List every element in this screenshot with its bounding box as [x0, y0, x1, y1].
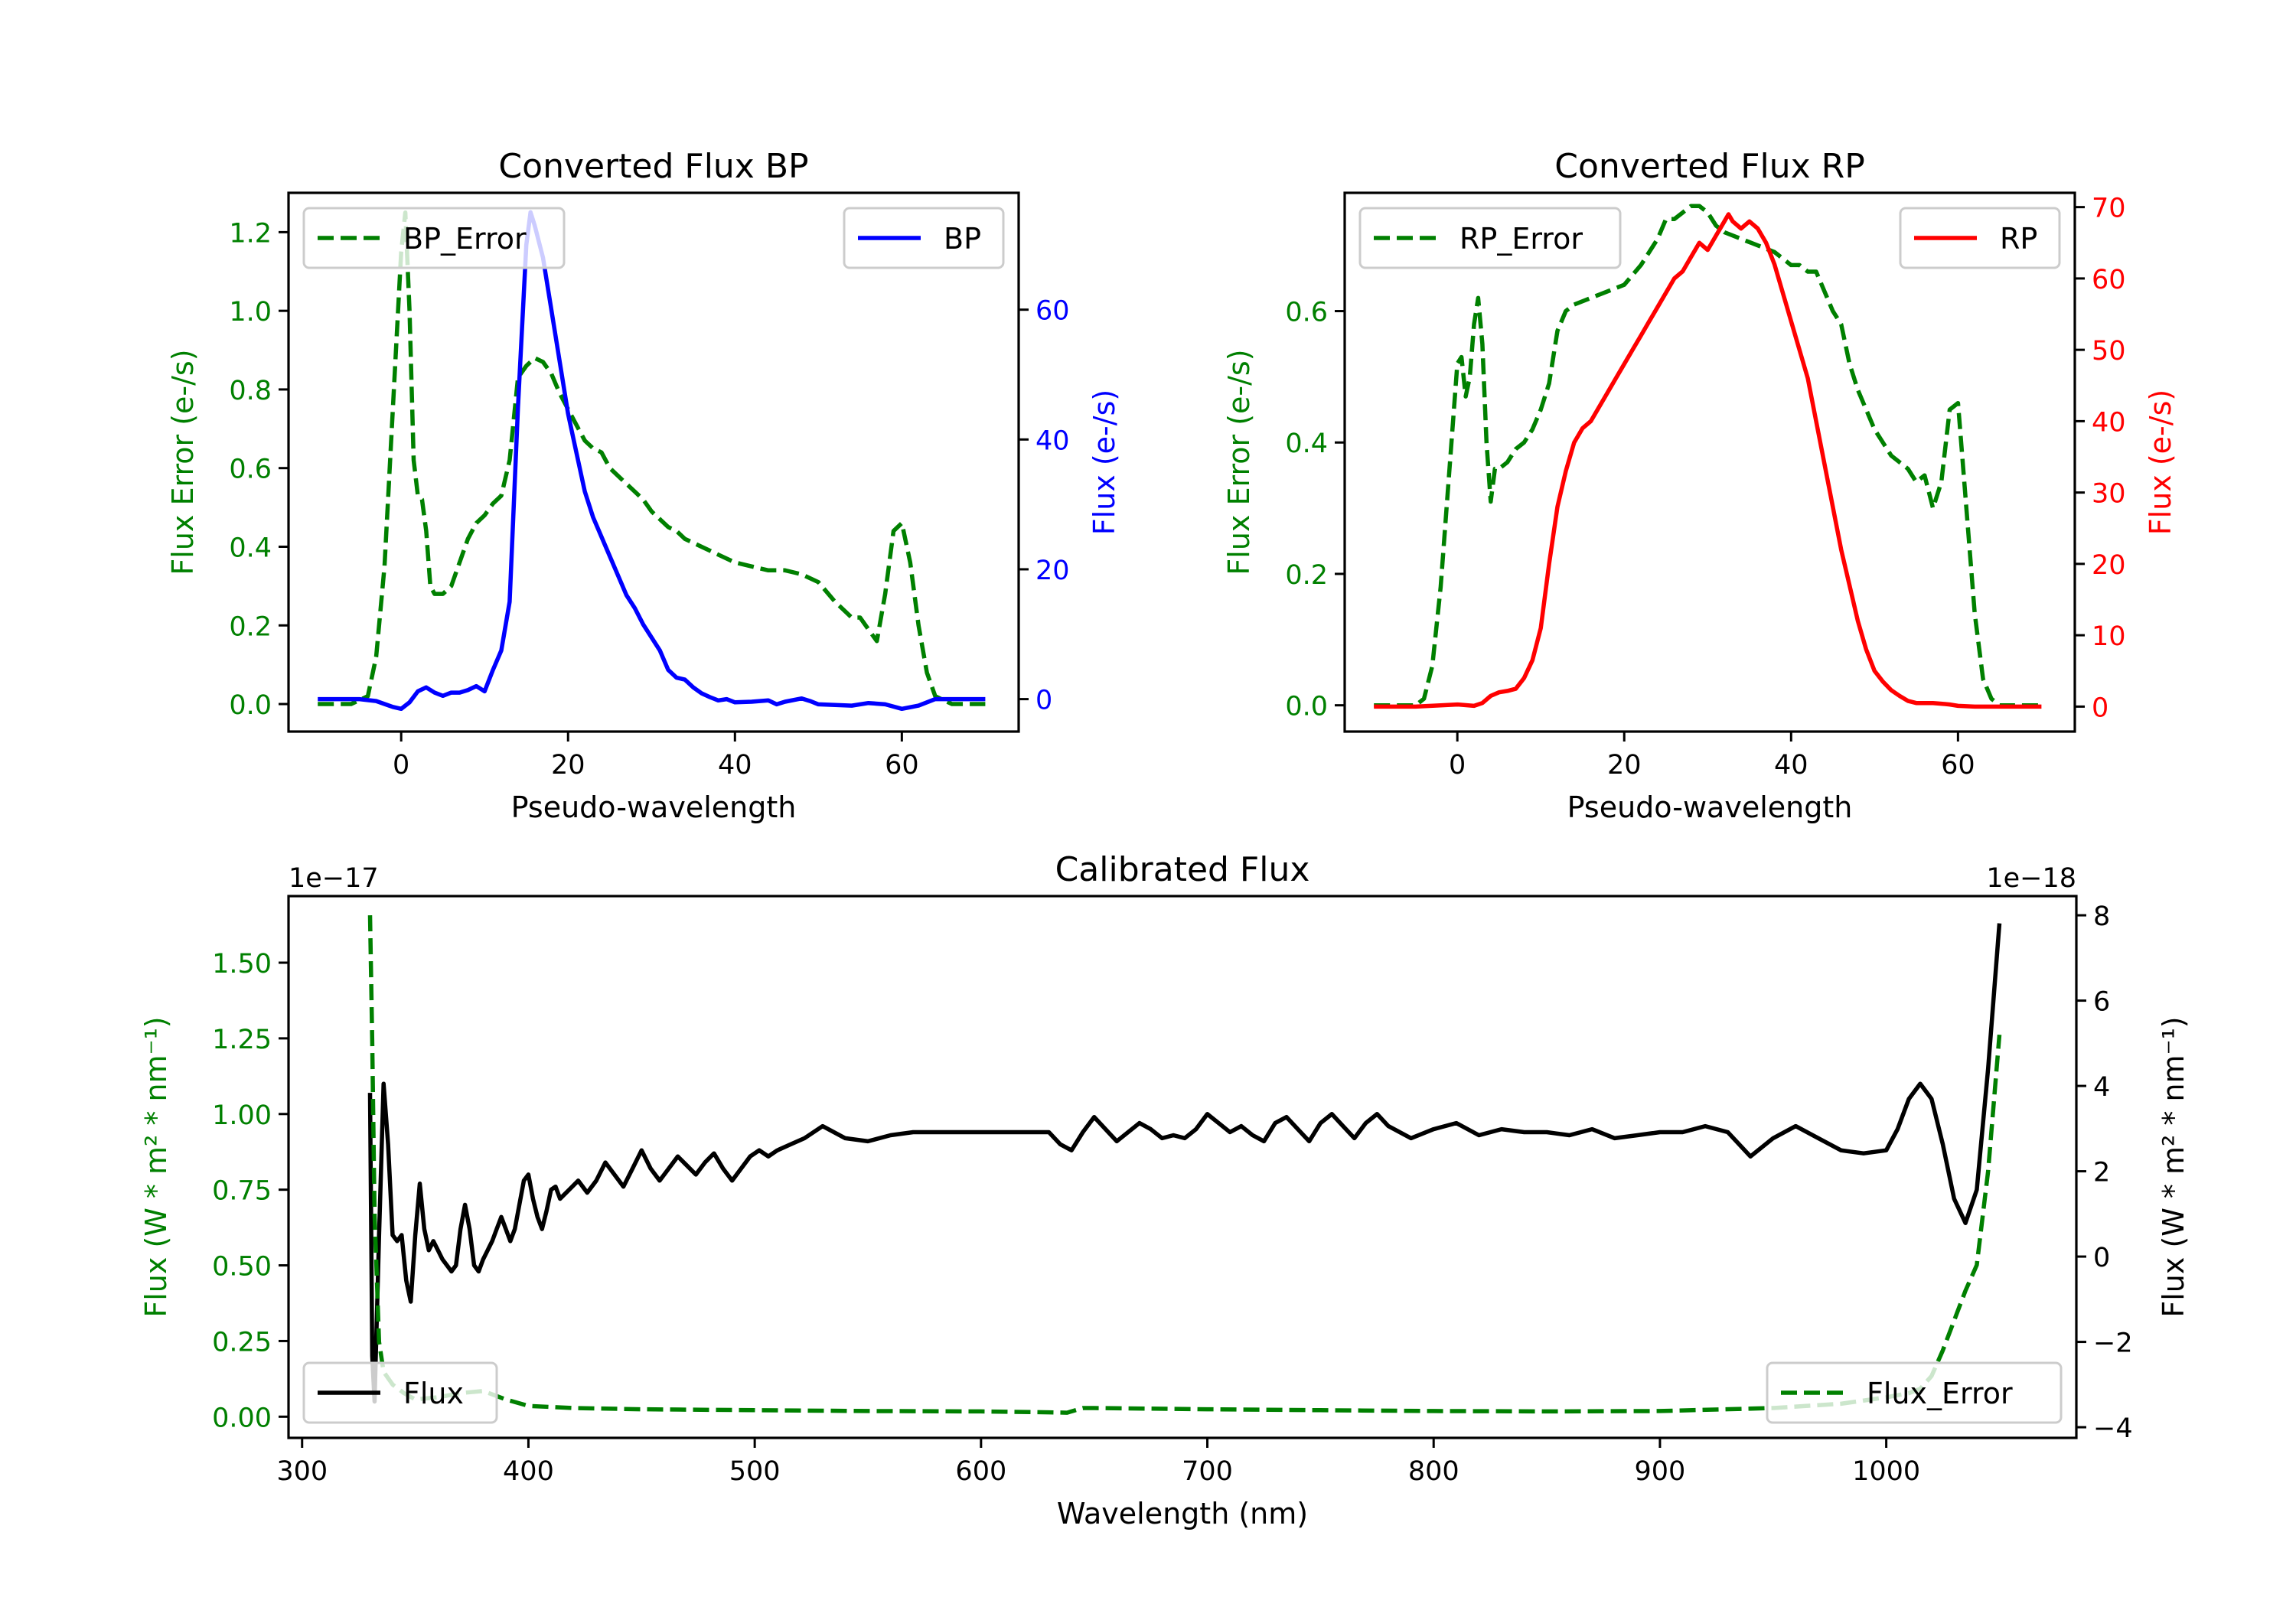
y-tick-label-left: 0.6: [229, 455, 272, 485]
x-tick-label: 900: [1635, 1456, 1686, 1487]
chart-rp: 0 20 40 60 0.0 0.2 0.4 0.6 0 10 20 30 40 50 60 70 Conver…: [1222, 147, 2177, 824]
axes-frame: [287, 191, 1020, 733]
y-axis-label-right: Flux (e-/s): [1088, 390, 1121, 535]
y-tick-label-left: 0.75: [212, 1176, 272, 1207]
series-line-bp: [318, 210, 986, 712]
legend-box: [302, 1361, 498, 1424]
chart-calibrated: 300 400 500 600 700 800 900 1000 0.00 0.25 0.50 0.7…: [139, 850, 2190, 1530]
legend-label: Flux: [403, 1377, 464, 1410]
y-tick-label-right: 8: [2093, 901, 2110, 932]
legend-left: BP_Error: [302, 207, 566, 269]
x-tick-label: 400: [503, 1456, 554, 1487]
y-axis-label-left: Flux (W * m² * nm⁻¹): [139, 1016, 173, 1317]
y-tick-label-left: 0.25: [212, 1327, 272, 1358]
y-axis-label-left: Flux Error (e-/s): [166, 349, 200, 575]
series-line-rp-error: [1374, 204, 2042, 708]
y-tick-label-left: 1.2: [229, 218, 272, 249]
x-tick-label: 60: [885, 750, 919, 781]
y-axis-label-left: Flux Error (e-/s): [1222, 349, 1256, 575]
y-tick-label-right: 0: [2093, 1243, 2110, 1273]
x-tick-label: 800: [1408, 1456, 1459, 1487]
y-tick-label-left: 0.4: [229, 533, 272, 563]
series-line-flux-error: [367, 915, 2002, 1415]
y-tick-label-left: 0.50: [212, 1252, 272, 1283]
x-tick-label: 40: [1774, 750, 1808, 781]
y-axis-label-right: Flux (e-/s): [2144, 390, 2177, 535]
y-tick-label-right: 60: [1035, 296, 1070, 327]
y-tick-label-left: 1.00: [212, 1100, 272, 1131]
x-tick-label: 20: [551, 750, 585, 781]
x-tick-label: 600: [955, 1456, 1006, 1487]
y-tick-label-left: 0.00: [212, 1403, 272, 1433]
legend-right: BP: [843, 207, 1005, 269]
y-tick-label-left: 1.50: [212, 949, 272, 980]
y-tick-label-left: 0.2: [229, 611, 272, 642]
y-tick-label-left: 0.4: [1285, 429, 1328, 459]
x-tick-label: 500: [729, 1456, 781, 1487]
x-tick-label: 60: [1941, 750, 1975, 781]
x-tick-label: 0: [1449, 750, 1466, 781]
x-tick-label: 20: [1607, 750, 1642, 781]
legend-label: RP: [2000, 222, 2037, 256]
axes-frame: [1343, 191, 2076, 733]
y-tick-label-right: 6: [2093, 987, 2110, 1018]
y-tick-label-left: 0.2: [1285, 560, 1328, 591]
y-tick-label-right: 0: [1035, 686, 1052, 716]
offset-text-right: 1e−18: [1986, 863, 2076, 894]
legend-right: Flux_Error: [1766, 1361, 2063, 1424]
legend-box: [1899, 207, 2061, 269]
x-axis-label: Pseudo-wavelength: [1567, 790, 1853, 824]
x-tick-label: 0: [393, 750, 409, 781]
offset-text-left: 1e−17: [289, 863, 379, 894]
series-line-rp: [1374, 212, 2042, 709]
y-tick-label-right: 2: [2093, 1158, 2110, 1188]
axes-frame: [287, 895, 2078, 1439]
chart-title: Calibrated Flux: [1055, 850, 1310, 889]
y-tick-label-right: 50: [2092, 336, 2126, 367]
legend-right: RP: [1899, 207, 2061, 269]
legend-box: [302, 207, 566, 269]
y-tick-label-left: 0.6: [1285, 298, 1328, 328]
y-tick-label-right: 10: [2092, 621, 2126, 652]
legend-box: [1358, 207, 1622, 269]
y-tick-label-left: 0.8: [229, 376, 272, 406]
y-axis-label-right: Flux (W * m² * nm⁻¹): [2157, 1016, 2190, 1317]
y-tick-label-right: 60: [2092, 265, 2126, 295]
y-tick-label-right: −4: [2093, 1413, 2133, 1444]
legend-label: Flux_Error: [1867, 1377, 2013, 1410]
chart-title: Converted Flux RP: [1554, 147, 1865, 186]
x-axis-label: Pseudo-wavelength: [511, 790, 797, 824]
y-tick-label-left: 0.0: [229, 690, 272, 721]
legend-label: BP: [944, 222, 981, 256]
y-tick-label-right: 40: [2092, 407, 2126, 438]
legend-box: [1766, 1361, 2063, 1424]
y-tick-label-right: −2: [2093, 1328, 2133, 1359]
series-line-flux: [367, 923, 2002, 1404]
y-tick-label-left: 1.25: [212, 1025, 272, 1055]
x-tick-label: 40: [718, 750, 752, 781]
y-tick-label-right: 40: [1035, 425, 1070, 456]
legend-box: [843, 207, 1005, 269]
x-axis-label: Wavelength (nm): [1057, 1497, 1308, 1530]
x-tick-label: 300: [276, 1456, 328, 1487]
series-line-bp-error: [318, 210, 986, 706]
y-tick-label-right: 70: [2092, 194, 2126, 224]
chart-bp: 0 20 40 60 0.0 0.2 0.4 0.6 0.8 1.0 1.2 0 20 40 60 Conve…: [166, 147, 1121, 824]
y-tick-label-right: 0: [2092, 693, 2108, 723]
y-tick-label-right: 20: [1035, 556, 1070, 586]
y-tick-label-right: 20: [2092, 550, 2126, 581]
legend-label: RP_Error: [1459, 222, 1583, 256]
legend-label: BP_Error: [403, 222, 527, 256]
y-tick-label-right: 4: [2093, 1072, 2110, 1103]
y-tick-label-left: 1.0: [229, 297, 272, 328]
chart-title: Converted Flux BP: [498, 147, 808, 186]
x-tick-label: 700: [1182, 1456, 1233, 1487]
x-tick-label: 1000: [1852, 1456, 1920, 1487]
legend-left: RP_Error: [1358, 207, 1622, 269]
y-tick-label-right: 30: [2092, 479, 2126, 510]
legend-left: Flux: [302, 1361, 498, 1424]
y-tick-label-left: 0.0: [1285, 692, 1328, 722]
